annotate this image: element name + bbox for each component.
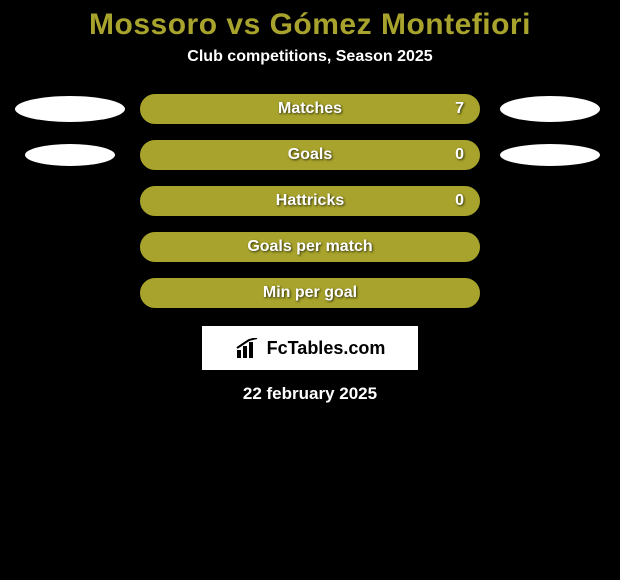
bar-chart-icon — [235, 338, 261, 358]
stat-label: Goals — [288, 146, 332, 164]
right-ellipse-icon — [500, 96, 600, 122]
stat-value: 7 — [455, 100, 464, 118]
stat-row: Hattricks 0 — [0, 186, 620, 216]
right-side-slot — [480, 232, 620, 262]
stat-label: Min per goal — [263, 284, 357, 302]
left-ellipse-icon — [25, 144, 115, 166]
stat-label: Matches — [278, 100, 342, 118]
subtitle: Club competitions, Season 2025 — [0, 48, 620, 66]
stat-bar: Matches 7 — [140, 94, 480, 124]
stat-value: 0 — [455, 146, 464, 164]
logo-inner: FcTables.com — [235, 338, 386, 359]
left-side-slot — [0, 186, 140, 216]
infographic-container: Mossoro vs Gómez Montefiori Club competi… — [0, 0, 620, 404]
left-side-slot — [0, 140, 140, 170]
right-side-slot — [480, 94, 620, 124]
left-side-slot — [0, 232, 140, 262]
right-side-slot — [480, 186, 620, 216]
right-ellipse-icon — [500, 144, 600, 166]
stat-bar: Goals 0 — [140, 140, 480, 170]
logo-box: FcTables.com — [202, 326, 418, 370]
left-ellipse-icon — [15, 96, 125, 122]
stat-bar: Hattricks 0 — [140, 186, 480, 216]
stat-row: Matches 7 — [0, 94, 620, 124]
stat-value: 0 — [455, 192, 464, 210]
stat-row: Min per goal — [0, 278, 620, 308]
date-text: 22 february 2025 — [0, 384, 620, 404]
stat-label: Hattricks — [276, 192, 344, 210]
logo-text: FcTables.com — [267, 338, 386, 359]
right-side-slot — [480, 140, 620, 170]
stat-row: Goals 0 — [0, 140, 620, 170]
right-side-slot — [480, 278, 620, 308]
left-side-slot — [0, 94, 140, 124]
page-title: Mossoro vs Gómez Montefiori — [0, 0, 620, 42]
stat-bar: Goals per match — [140, 232, 480, 262]
stat-rows: Matches 7 Goals 0 Hattricks 0 — [0, 94, 620, 308]
left-side-slot — [0, 278, 140, 308]
stat-label: Goals per match — [247, 238, 372, 256]
stat-bar: Min per goal — [140, 278, 480, 308]
stat-row: Goals per match — [0, 232, 620, 262]
